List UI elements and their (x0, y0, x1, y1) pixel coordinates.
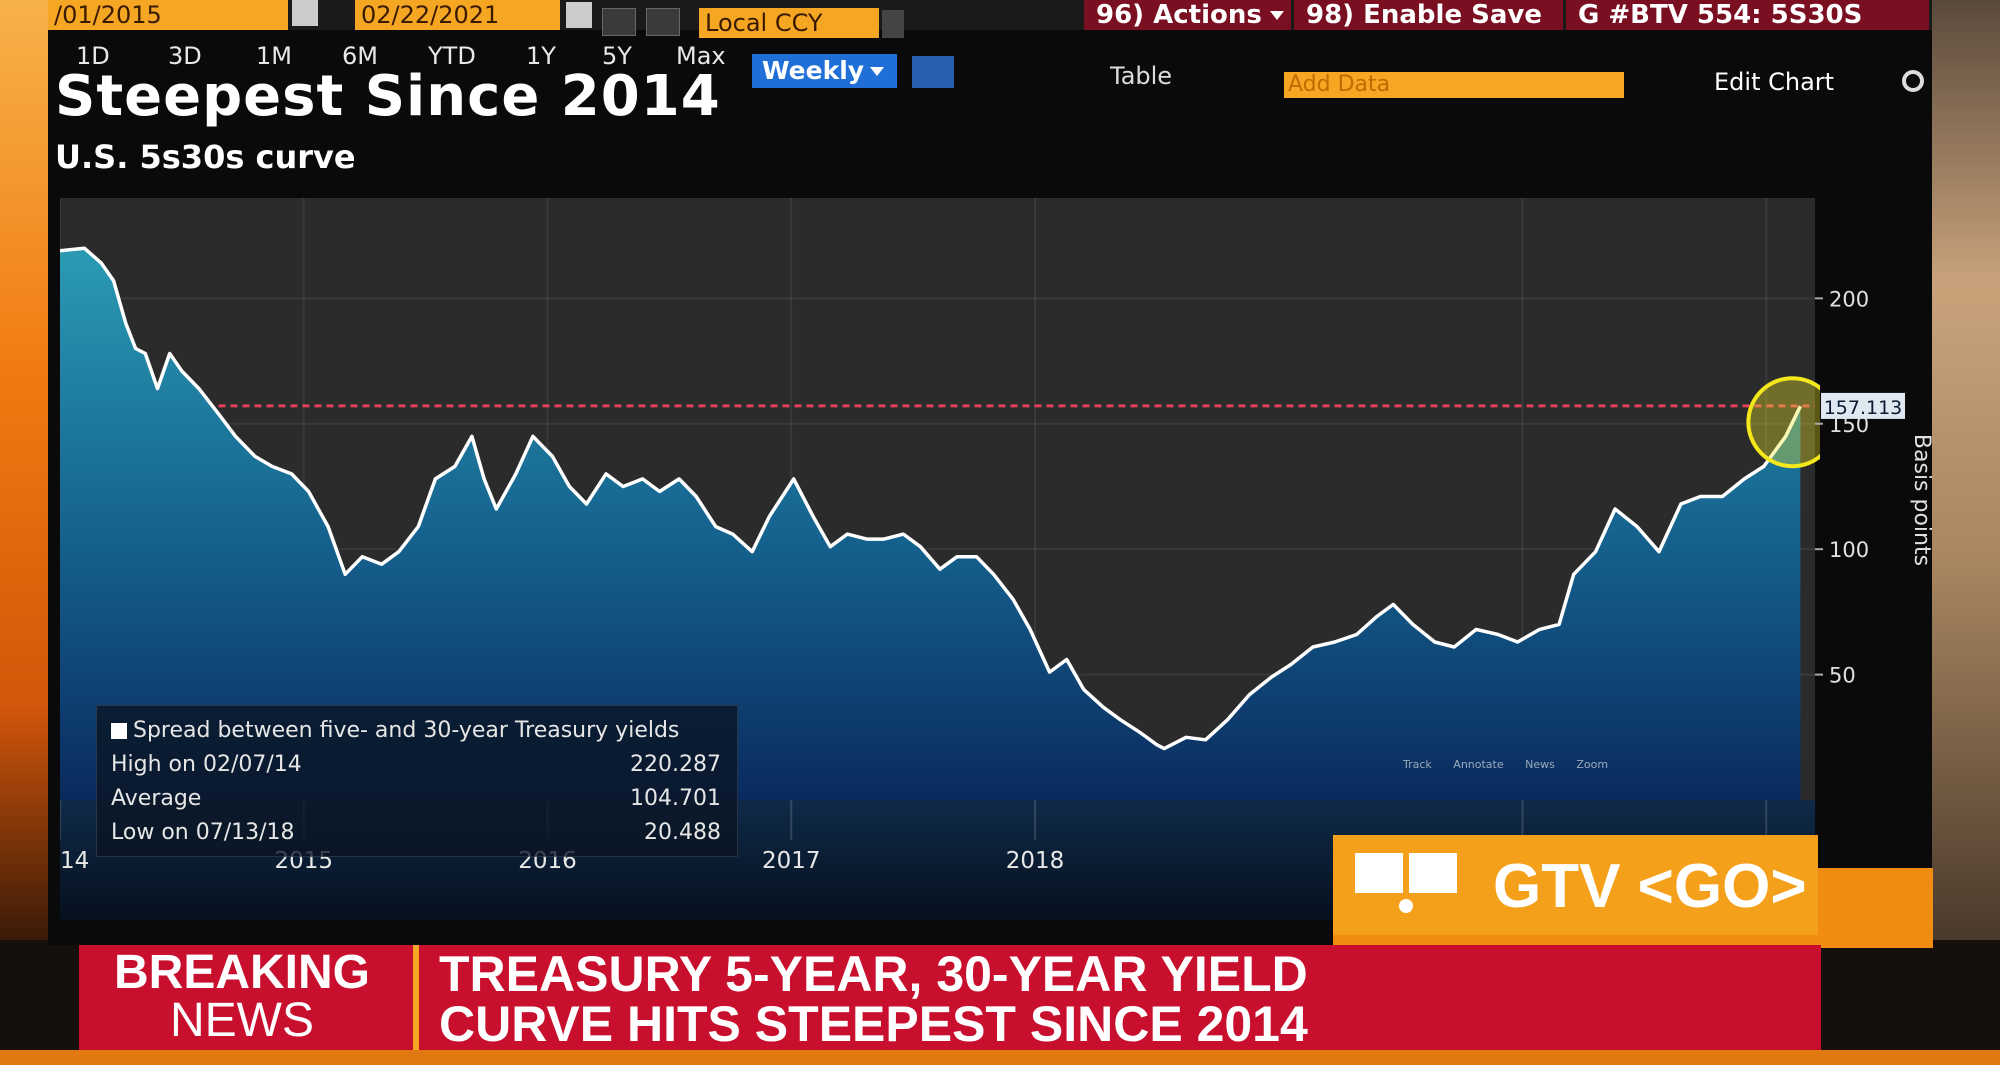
y-tick-label: 100 (1829, 538, 1869, 562)
x-tick-label: 2014 (31, 848, 90, 874)
headline: TREASURY 5-YEAR, 30-YEAR YIELD (439, 946, 1308, 1002)
dropdown-arrow (1270, 11, 1284, 20)
range-button[interactable]: 3D (168, 42, 202, 70)
stat-label: High on 02/07/14 (111, 752, 302, 777)
stat-value: 220.287 (630, 752, 721, 777)
enable-save[interactable]: 98) Enable Save (1294, 0, 1566, 30)
calendar-icon[interactable] (292, 0, 318, 26)
line (60, 246, 1802, 751)
start-date[interactable]: /01/2015 (48, 0, 288, 30)
y-tick-label: 200 (1829, 287, 1869, 311)
chart-tool[interactable]: Annotate (1453, 758, 1504, 771)
currency-field[interactable]: Local CCY (699, 8, 879, 38)
last-value-label: 157.113 (1824, 397, 1903, 419)
prev-button[interactable] (602, 8, 636, 36)
dropdown-arrow (870, 67, 884, 76)
range-button[interactable]: 1D (76, 42, 110, 70)
table-button[interactable]: Table (1110, 62, 1173, 90)
chart-tool[interactable]: Zoom (1576, 758, 1609, 771)
highlight-circle (1746, 376, 1820, 469)
range-button[interactable]: 6M (342, 42, 378, 70)
studio-wall (1932, 0, 2000, 940)
legend-stat: Low on 07/13/18 20.488 (111, 818, 721, 848)
legend-label: Spread between five- and 30-year Treasur… (133, 718, 680, 743)
area (60, 248, 1801, 800)
range-button[interactable]: 1Y (526, 42, 556, 70)
chart: Basis points 201420152016201720182020202… (31, 198, 1934, 920)
frequency-button[interactable]: Weekly (752, 54, 897, 88)
legend: Spread between five- and 30-year Treasur… (96, 705, 738, 857)
currency-dropdown[interactable] (882, 10, 904, 38)
banner-divider (413, 945, 419, 1050)
edit-chart-button[interactable]: Edit Chart (1714, 68, 1835, 96)
stat-label: Low on 07/13/18 (111, 820, 295, 845)
headline: CURVE HITS STEEPEST SINCE 2014 (439, 996, 1308, 1052)
y-axis-label: Basis points (1909, 434, 1934, 566)
range-button[interactable]: 1M (256, 42, 292, 70)
frequency-label: Weekly (762, 56, 865, 85)
range-button[interactable]: YTD (428, 42, 476, 70)
stat-value: 104.701 (630, 786, 721, 811)
settings-icon[interactable] (1902, 70, 1924, 92)
chart-subtitle: U.S. 5s30s curve (55, 138, 356, 176)
ticker: G #BTV 554: 5S30S (1566, 0, 1932, 30)
bottom-strip (0, 1050, 2000, 1065)
calendar-icon[interactable] (566, 2, 592, 28)
range-button[interactable]: Max (676, 42, 726, 70)
next-button[interactable] (646, 8, 680, 36)
legend-stat: High on 02/07/14 220.287 (111, 750, 721, 780)
x-tick-label: 2017 (762, 848, 821, 874)
gtv-icon (1355, 853, 1403, 893)
line-chart-icon[interactable] (912, 56, 954, 88)
stat-value: 20.488 (644, 820, 721, 845)
last-value-tag (1821, 392, 1905, 419)
breaking-banner: BREAKING NEWS TREASURY 5-YEAR, 30-YEAR Y… (79, 945, 1821, 1050)
gtv-box: GTV <GO> (1333, 835, 1818, 935)
gtv-icon (1409, 853, 1457, 893)
legend-entry: Spread between five- and 30-year Treasur… (111, 716, 721, 746)
legend-stat: Average 104.701 (111, 784, 721, 814)
chart-tool[interactable]: Track (1403, 758, 1432, 771)
range-button[interactable]: 5Y (602, 42, 632, 70)
gtv-icon (1399, 899, 1413, 913)
actions-menu[interactable]: 96) Actions (1084, 0, 1294, 30)
add-data-field[interactable]: Add Data (1284, 72, 1624, 98)
chart-tool[interactable]: News (1525, 758, 1555, 771)
y-tick-label: 50 (1829, 664, 1856, 688)
breaking-label: NEWS (170, 994, 314, 1047)
gtv-text: GTV <GO> (1493, 852, 1807, 921)
end-date[interactable]: 02/22/2021 (355, 0, 560, 30)
breaking-label: BREAKING (113, 946, 370, 999)
chart-tools: Track Annotate News Zoom (1403, 758, 1608, 771)
x-tick-label: 2018 (1006, 848, 1065, 874)
legend-swatch (111, 723, 127, 739)
chart-title: Steepest Since 2014 (55, 64, 721, 129)
stat-label: Average (111, 786, 202, 811)
